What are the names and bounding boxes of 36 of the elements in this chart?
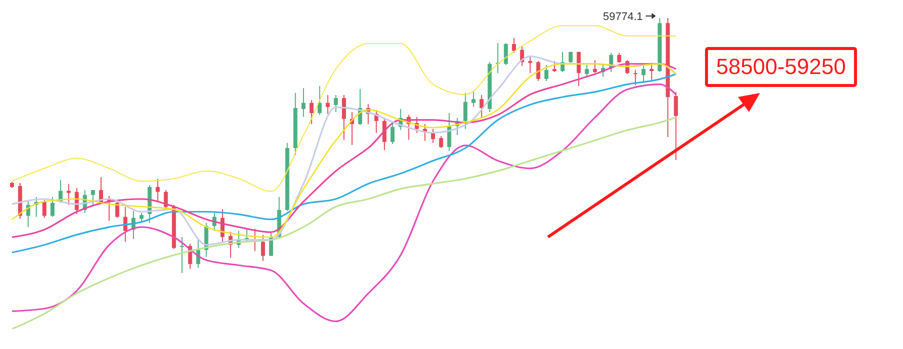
- candlestick: [115, 200, 120, 218]
- candlestick: [42, 200, 46, 218]
- candlestick: [156, 178, 160, 203]
- candlestick: [334, 94, 338, 113]
- candlestick: [544, 64, 548, 82]
- outline-box: 58500-59250: [705, 47, 857, 87]
- candlestick: [342, 94, 346, 140]
- candlestick: [318, 86, 322, 116]
- annotation: 59774.1: [602, 11, 643, 23]
- candlestick: [576, 51, 581, 87]
- candlestick: [504, 42, 508, 66]
- candlestick: [382, 117, 386, 151]
- candlestick: [90, 190, 95, 206]
- candlestick: [552, 60, 556, 73]
- candlestick: [471, 91, 476, 108]
- candlestick: [633, 70, 638, 86]
- candlestick: [439, 136, 444, 149]
- candlestick: [674, 91, 678, 160]
- candlestick: [584, 64, 589, 78]
- candlestick: [642, 65, 646, 82]
- candlestick: [390, 122, 395, 144]
- candlestick: [66, 183, 71, 206]
- candlestick: [512, 37, 516, 54]
- candlestick: [180, 236, 184, 274]
- candlestick: [301, 88, 306, 118]
- candlestick: [480, 94, 484, 118]
- candlestick: [50, 196, 54, 218]
- candlestick: [617, 52, 622, 64]
- candlestick: [260, 234, 265, 262]
- candlestick: [326, 94, 330, 114]
- candlestick: [528, 56, 532, 74]
- candlestick: [650, 62, 654, 80]
- candlestick: [536, 60, 540, 82]
- candlestick: [463, 92, 468, 130]
- candlestick: [310, 100, 314, 125]
- candlestick: [592, 60, 597, 74]
